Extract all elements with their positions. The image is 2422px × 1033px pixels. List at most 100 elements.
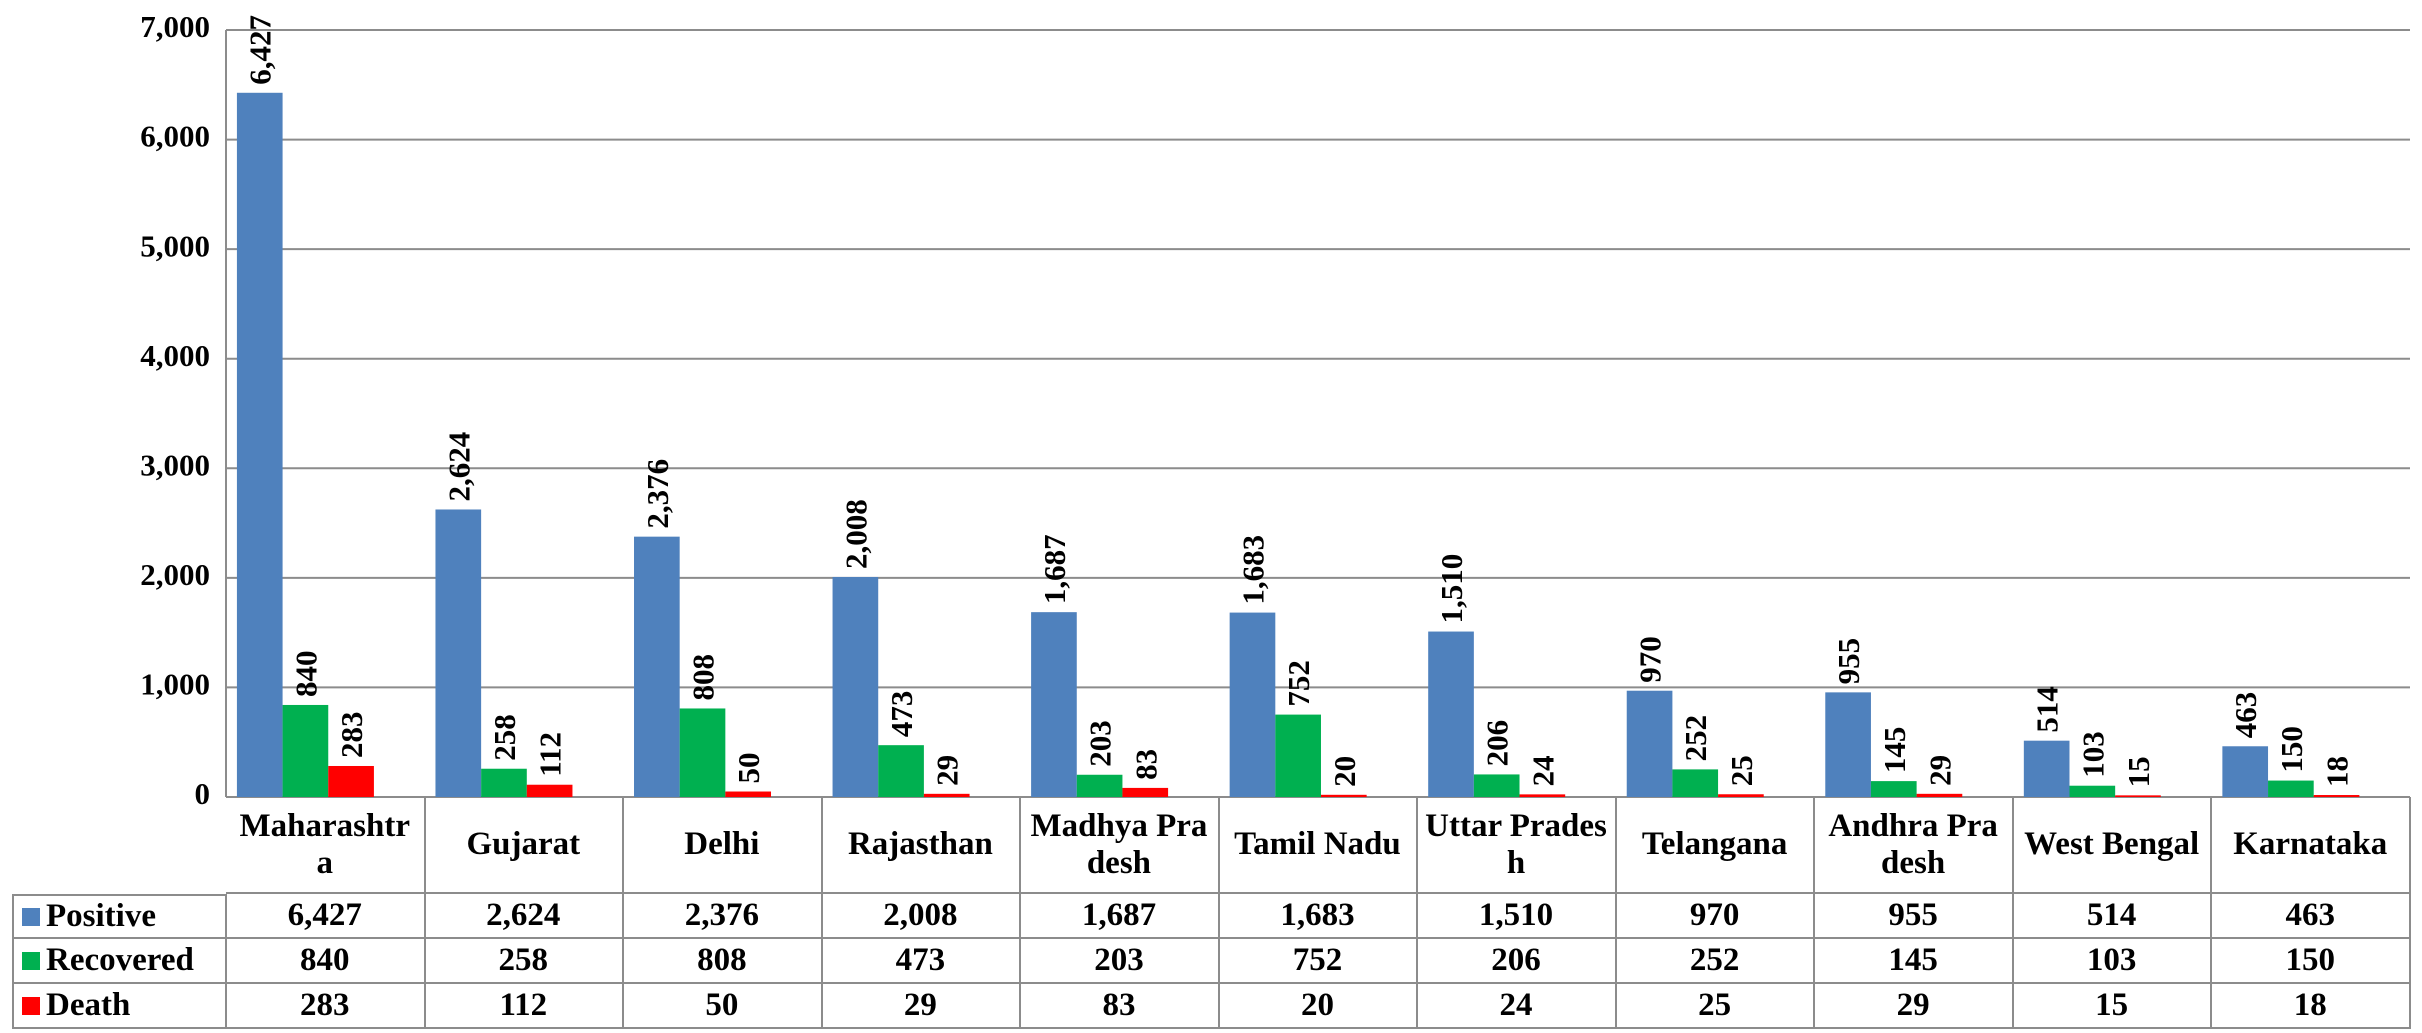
value-cell: 25 [1615,984,1816,1029]
cell-text: 103 [2086,942,2137,979]
legend-cell: Recovered [12,939,227,984]
value-cell: 203 [1020,939,1220,984]
cell-text: 50 [705,987,739,1024]
bar [679,708,726,797]
bar [1122,787,1169,797]
value-cell: 29 [821,984,1022,1029]
y-tick-label: 7,000 [140,9,210,44]
data-label: 206 [1480,720,1515,767]
data-label: 258 [487,714,522,761]
cell-text: 18 [2293,987,2327,1024]
y-tick-label: 6,000 [140,119,210,154]
cell-text: 2,624 [486,897,561,934]
value-cell: 514 [2012,894,2213,939]
bar [1672,769,1719,797]
category-cell: Tamil Nadu [1218,797,1419,894]
value-cell: 112 [424,984,625,1029]
y-tick-label: 4,000 [140,338,210,373]
value-cell: 808 [623,939,823,984]
value-cell: 2,624 [424,894,625,939]
legend-swatch [22,951,40,970]
data-label: 752 [1281,660,1316,707]
cell-text: 83 [1102,987,1136,1024]
y-tick-label: 2,000 [140,557,210,592]
bar [435,509,482,797]
value-cell: 283 [226,984,426,1029]
cell-text: 145 [1888,942,1938,979]
cell-text: 6,427 [287,897,362,934]
bar [1825,692,1871,797]
category-cell: Rajasthan [821,797,1022,894]
cell-text: 2,376 [684,897,759,934]
cell-text: 955 [1888,897,1938,934]
bar [1275,714,1321,797]
data-label: 2,008 [838,499,873,569]
bar [725,791,772,797]
cell-text: 29 [1896,987,1930,1024]
data-label: 20 [1327,756,1362,787]
cell-text: 24 [1499,987,1533,1024]
value-cell: 24 [1417,984,1617,1029]
data-label: 29 [1922,755,1957,786]
value-cell: 1,687 [1020,894,1220,939]
data-label: 83 [1128,749,1163,780]
data-label: 15 [2121,756,2156,787]
bar [2268,780,2314,797]
value-cell: 752 [1218,939,1419,984]
category-cell: Telangana [1615,797,1816,894]
cell-text: 1,510 [1478,897,1554,934]
data-label: 808 [686,654,721,701]
cell-text: Gujarat [466,826,581,863]
cell-text: Tamil Nadu [1234,826,1401,863]
cell-text: Karnataka [2233,826,2388,863]
cell-text: 463 [2285,897,2335,934]
data-label: 1,683 [1235,535,1270,605]
cell-text: West Bengal [2024,826,2200,863]
data-label: 29 [930,755,965,786]
data-label: 955 [1831,638,1866,685]
bar [1916,793,1963,797]
bar [2023,740,2070,797]
category-cell: Maharashtra [226,797,426,894]
cell-text: Rajasthan [847,826,993,863]
data-label: 463 [2228,692,2263,739]
bar [481,768,527,797]
legend-swatch [22,996,40,1015]
value-cell: 6,427 [226,894,426,939]
cell-text: 15 [2095,987,2129,1024]
data-label: 25 [1724,755,1759,786]
bar [1519,794,1566,797]
bar [2069,785,2116,797]
legend-cell: Death [12,984,227,1029]
value-cell: 50 [623,984,823,1029]
data-label: 112 [533,732,568,777]
value-cell: 2,376 [623,894,823,939]
cell-text: 112 [499,987,548,1024]
bar [282,704,329,797]
value-cell: 15 [2012,984,2213,1029]
category-cell: Madhya Pradesh [1020,797,1220,894]
cell-text: Maharashtra [239,808,410,881]
value-cell: 103 [2012,939,2213,984]
category-cell: Karnataka [2211,797,2411,894]
value-cell: 473 [821,939,1022,984]
cell-text: 808 [697,942,747,979]
data-label: 2,624 [441,432,476,502]
cell-text: 1,683 [1280,897,1355,934]
data-label: 50 [731,753,766,784]
cell-text: Andhra Pradesh [1828,808,1998,881]
cell-text: 752 [1292,942,1343,979]
cell-text: 29 [903,987,937,1024]
cell-text: 206 [1491,942,1541,979]
cell-text: 258 [498,942,549,979]
value-cell: 955 [1814,894,2014,939]
bar [1076,774,1123,797]
y-tick-label: 3,000 [140,447,210,482]
data-label: 283 [334,711,369,758]
category-cell: Gujarat [424,797,625,894]
legend-cell: Positive [12,894,227,939]
category-cell: Uttar Pradesh [1417,797,1617,894]
data-label: 840 [288,650,323,697]
value-cell: 840 [226,939,426,984]
y-tick-label: 5,000 [140,228,210,263]
